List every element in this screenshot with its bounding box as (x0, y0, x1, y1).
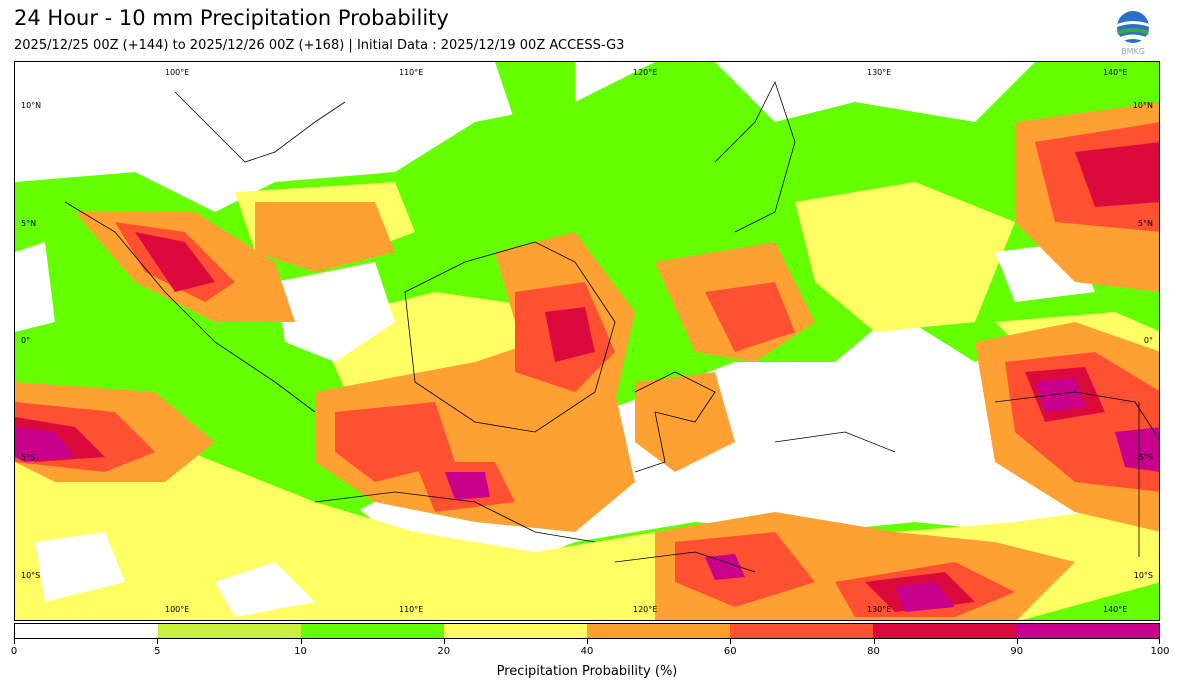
lat-label-left: 5°N (21, 219, 37, 228)
lat-label-right: 5°N (1137, 219, 1153, 228)
colorbar-tick-mark (14, 639, 15, 644)
colorbar-tick-mark (443, 639, 445, 644)
colorbar-tick-label: 90 (1010, 646, 1024, 657)
colorbar-segment (1016, 624, 1159, 638)
lon-label-top: 100°E (165, 68, 190, 77)
precipitation-map[interactable]: 100°E 110°E 120°E 130°E 140°E 100°E 110°… (14, 61, 1160, 621)
colorbar-tick-label: 0 (10, 646, 18, 657)
lon-label-bottom: 130°E (867, 605, 892, 614)
bmkg-logo: BMKG (1113, 10, 1153, 56)
colorbar-segment (873, 624, 1016, 638)
prob-90-100-layer (15, 377, 1159, 612)
colorbar-tick-label: 5 (154, 646, 161, 657)
colorbar-tick-label: 40 (580, 646, 594, 657)
lon-label-bottom: 100°E (165, 605, 190, 614)
colorbar-title: Precipitation Probability (%) (496, 664, 678, 679)
colorbar-tick-mark (300, 639, 302, 644)
coastlines (64, 80, 1159, 573)
lat-label-right: 10°S (1133, 571, 1153, 580)
colorbar-tick-mark (730, 639, 732, 644)
colorbar-tick-mark (1159, 639, 1160, 644)
colorbar-tick-mark (157, 639, 159, 644)
lon-label-bottom: 110°E (399, 605, 424, 614)
lat-label-left: 0° (21, 336, 31, 345)
lon-label-bottom: 140°E (1103, 605, 1128, 614)
colorbar-tick-label: 100 (1150, 646, 1170, 657)
colorbar-tick-mark (1016, 639, 1018, 644)
lon-label-top: 120°E (633, 68, 658, 77)
colorbar-tick-mark (873, 639, 875, 644)
map-canvas (15, 62, 1159, 620)
lon-label-top: 130°E (867, 68, 892, 77)
lat-label-left: 10°N (21, 101, 42, 110)
colorbar-tick-label: 80 (867, 646, 880, 657)
lat-label-right: 5°S (1138, 453, 1153, 462)
colorbar-segment (444, 624, 587, 638)
colorbar-tick-label: 60 (723, 646, 737, 657)
colorbar-segment (587, 624, 730, 638)
colorbar-segment (301, 624, 444, 638)
logo-text: BMKG (1121, 47, 1145, 56)
colorbar (14, 623, 1160, 639)
colorbar-segment (730, 624, 873, 638)
colorbar-segment (15, 624, 158, 638)
lon-label-top: 140°E (1103, 68, 1128, 77)
lat-label-right: 0° (1143, 336, 1153, 345)
lat-label-right: 10°N (1132, 101, 1153, 110)
lon-label-top: 110°E (399, 68, 424, 77)
colorbar-tick-label: 10 (294, 646, 307, 657)
lon-label-bottom: 120°E (633, 605, 658, 614)
colorbar-tick-label: 20 (437, 646, 451, 657)
chart-title: 24 Hour - 10 mm Precipitation Probabilit… (14, 6, 449, 30)
lat-label-left: 10°S (21, 571, 41, 580)
colorbar-segment (158, 624, 301, 638)
lat-label-left: 5°S (21, 453, 36, 462)
chart-subtitle: 2025/12/25 00Z (+144) to 2025/12/26 00Z … (14, 38, 625, 53)
colorbar-tick-mark (587, 639, 588, 644)
bmkg-logo-icon: BMKG (1117, 11, 1149, 56)
